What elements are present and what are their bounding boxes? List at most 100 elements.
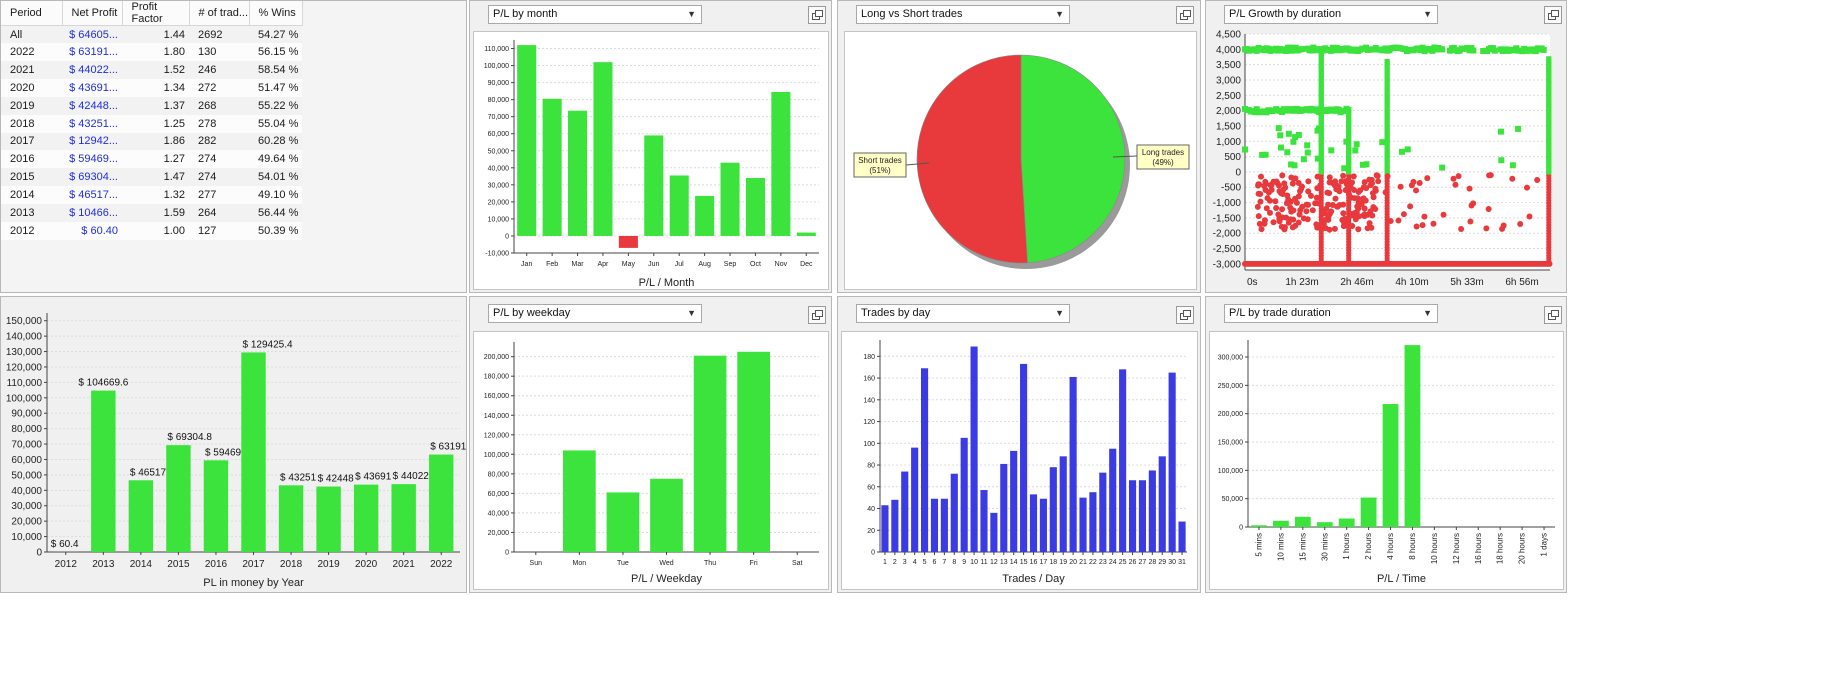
data-label: $ 43251 — [280, 472, 317, 483]
data-point — [1318, 136, 1324, 142]
data-point — [1367, 208, 1374, 215]
data-point — [1318, 105, 1324, 112]
x-tick-label: 0s — [1247, 277, 1258, 288]
data-point — [1326, 179, 1333, 186]
bar — [745, 178, 765, 236]
y-tick-label: 20,000 — [488, 530, 510, 537]
cell-period: 2012 — [1, 221, 62, 240]
data-point — [1255, 190, 1262, 197]
data-point — [1349, 179, 1356, 186]
data-point — [1351, 212, 1358, 219]
period-stats-table: Period Net Profit Profit Factor # of tra… — [1, 1, 303, 240]
data-point — [1455, 173, 1462, 180]
cell-trade-count: 282 — [189, 132, 249, 151]
table-row[interactable]: 2012 $ 60.40 1.00 127 50.39 % — [1, 221, 303, 240]
column-header-trade-count[interactable]: # of trad... — [189, 1, 250, 26]
y-tick-label: 100,000 — [1218, 468, 1243, 475]
x-tick-label: 2016 — [205, 559, 228, 570]
data-point — [1384, 144, 1390, 150]
column-header-period[interactable]: Period — [1, 1, 63, 26]
table-row[interactable]: 2021 $ 44022... 1.52 246 58.54 % — [1, 61, 303, 80]
chart-type-dropdown[interactable]: P/L by trade duration ▼ — [1224, 304, 1438, 323]
popout-window-icon[interactable] — [1544, 6, 1562, 24]
data-point — [1384, 169, 1390, 175]
bar — [891, 499, 899, 552]
table-row[interactable]: 2015 $ 69304... 1.47 274 54.01 % — [1, 168, 303, 187]
cell-net-profit: $ 64605... — [62, 25, 122, 44]
y-tick-label: 80,000 — [11, 424, 42, 435]
x-tick-label: Sat — [792, 560, 803, 567]
cell-profit-factor: 1.47 — [122, 168, 189, 187]
data-point — [1318, 78, 1324, 84]
data-point — [1384, 125, 1390, 131]
x-tick-label: 21 — [1079, 559, 1087, 566]
x-tick-label: 5 — [923, 559, 927, 566]
data-point — [1384, 163, 1390, 170]
bar — [1360, 497, 1377, 527]
chevron-down-icon: ▼ — [1055, 9, 1064, 19]
y-tick-label: 150,000 — [6, 316, 43, 327]
data-point — [1318, 147, 1324, 153]
chart-type-dropdown[interactable]: P/L by month ▼ — [488, 5, 702, 24]
chart-type-dropdown[interactable]: Trades by day ▼ — [856, 304, 1070, 323]
x-tick-label: 11 — [980, 559, 987, 566]
table-row[interactable]: 2017 $ 12942... 1.86 282 60.28 % — [1, 132, 303, 151]
table-row[interactable]: 2014 $ 46517... 1.32 277 49.10 % — [1, 186, 303, 204]
popout-window-icon[interactable] — [1544, 306, 1562, 324]
data-point — [1318, 144, 1324, 150]
data-point — [1384, 152, 1390, 158]
y-tick-label: 0 — [505, 550, 509, 557]
table-row[interactable]: 2016 $ 59469... 1.27 274 49.64 % — [1, 150, 303, 169]
table-row[interactable]: 2018 $ 43251... 1.25 278 55.04 % — [1, 114, 303, 133]
table-row[interactable]: 2022 $ 63191... 1.80 130 56.15 % — [1, 43, 303, 62]
data-point — [1303, 208, 1310, 215]
data-point — [1404, 146, 1411, 153]
data-point — [1318, 61, 1324, 67]
data-point — [1384, 136, 1390, 142]
y-tick-label: 2,000 — [1216, 106, 1241, 117]
data-point — [1384, 155, 1390, 161]
bar — [940, 498, 948, 552]
y-tick-label: -3,000 — [1213, 259, 1242, 270]
popout-window-icon[interactable] — [808, 6, 826, 24]
data-point — [1384, 70, 1390, 76]
data-point — [1546, 169, 1552, 175]
y-tick-label: -500 — [1221, 183, 1241, 194]
bar — [568, 110, 588, 236]
bar — [1079, 497, 1087, 552]
cell-period: All — [1, 25, 62, 44]
bar — [1010, 450, 1018, 552]
table-row[interactable]: All $ 64605... 1.44 2692 54.27 % — [1, 25, 303, 44]
chart-type-dropdown[interactable]: Long vs Short trades ▼ — [856, 5, 1070, 24]
x-tick-label: 19 — [1059, 559, 1067, 566]
chart-area: 0 50,000 100,000 150,000 200,000 250,000 300,0… — [1209, 331, 1564, 590]
column-header-net-profit[interactable]: Net Profit — [62, 1, 123, 26]
data-point — [1384, 161, 1390, 167]
column-header-wins[interactable]: % Wins — [249, 1, 303, 26]
chart-type-dropdown[interactable]: P/L Growth by duration ▼ — [1224, 5, 1438, 24]
data-point — [1524, 184, 1531, 191]
data-point — [1384, 116, 1390, 123]
cell-trade-count: 130 — [189, 43, 249, 62]
chart-type-dropdown[interactable]: P/L by weekday ▼ — [488, 304, 702, 323]
table-row[interactable]: 2020 $ 43691... 1.34 272 51.47 % — [1, 79, 303, 97]
data-point — [1318, 92, 1324, 98]
column-header-profit-factor[interactable]: Profit Factor — [122, 1, 190, 26]
cell-period: 2017 — [1, 132, 62, 151]
table-row[interactable]: 2013 $ 10466... 1.59 264 56.44 % — [1, 203, 303, 222]
chevron-down-icon: ▼ — [687, 9, 696, 19]
cell-period: 2015 — [1, 168, 62, 187]
x-tick-label: 8 — [952, 559, 956, 566]
cell-trade-count: 274 — [189, 150, 249, 169]
table-row[interactable]: 2019 $ 42448... 1.37 268 55.22 % — [1, 96, 303, 115]
popout-window-icon[interactable] — [808, 306, 826, 324]
x-tick-label: 1 days — [1540, 533, 1549, 557]
x-tick-label: Apr — [598, 261, 610, 268]
y-tick-label: 140,000 — [6, 332, 43, 343]
popout-window-icon[interactable] — [1176, 6, 1194, 24]
data-point — [1290, 175, 1297, 182]
data-point — [1352, 147, 1359, 154]
data-label: $ 43691 — [355, 472, 392, 483]
popout-window-icon[interactable] — [1176, 306, 1194, 324]
x-tick-label: Fri — [750, 560, 759, 567]
